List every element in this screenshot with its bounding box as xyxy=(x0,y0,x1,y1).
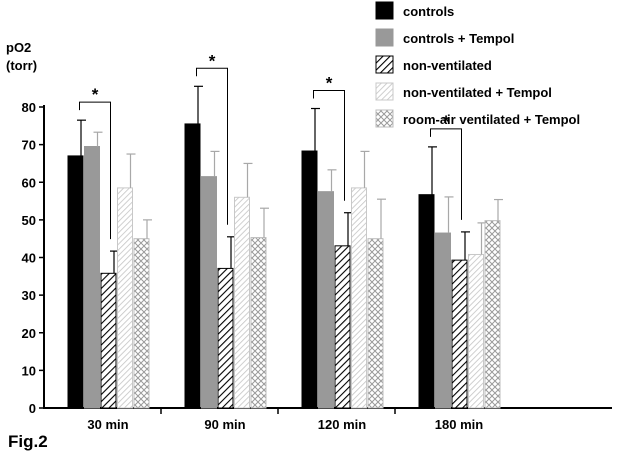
legend-swatch-crosshatch xyxy=(375,109,394,128)
y-tick-label: 50 xyxy=(22,213,36,228)
significance-marker: * xyxy=(443,112,450,131)
significance-bracket xyxy=(313,90,345,201)
bar-crosshatch xyxy=(367,238,384,409)
y-tick-label: 0 xyxy=(29,401,36,416)
bar-crosshatch xyxy=(133,238,150,409)
legend-label: non-ventilated xyxy=(403,58,492,73)
bar-diagonal-light xyxy=(351,187,367,409)
y-tick-label: 40 xyxy=(22,251,36,266)
bar-diagonal-light xyxy=(468,253,484,409)
legend-label: non-ventilated + Tempol xyxy=(403,85,552,100)
bar-crosshatch xyxy=(484,220,501,409)
legend-swatch-diagonal-dark xyxy=(375,55,394,74)
bar-solid-gray xyxy=(435,232,451,409)
bar-solid-gray xyxy=(201,176,217,409)
significance-marker: * xyxy=(326,74,333,93)
y-tick-label: 20 xyxy=(22,326,36,341)
y-tick-label: 70 xyxy=(22,138,36,153)
x-tick-label: 180 min xyxy=(435,417,483,432)
bar-solid-gray xyxy=(84,146,100,409)
legend: controls controls + Tempol non-ventilated n… xyxy=(375,1,580,128)
bar-diagonal-light xyxy=(234,196,250,409)
x-tick-label: 120 min xyxy=(318,417,366,432)
y-tick-label: 60 xyxy=(22,175,36,190)
bar-diagonal-light xyxy=(117,187,133,409)
bar-solid-black xyxy=(301,150,318,409)
significance-bracket xyxy=(79,101,111,240)
significance-bracket xyxy=(430,128,462,220)
plot-area: 0 10 20 30 40 50 60 70 80 30 min 90 min 120 min 180 … xyxy=(22,51,612,432)
y-tick-label: 80 xyxy=(22,100,36,115)
legend-label: room-air ventilated + Tempol xyxy=(403,112,580,127)
y-axis-label-line1: pO2 xyxy=(6,40,31,55)
bar-diagonal-dark xyxy=(451,259,468,409)
bar-solid-black xyxy=(418,194,435,409)
legend-swatch-solid-gray xyxy=(375,28,394,47)
bar-crosshatch xyxy=(250,237,267,409)
y-axis-label-line2: (torr) xyxy=(6,58,37,73)
bar-diagonal-dark xyxy=(334,245,351,409)
x-tick-label: 30 min xyxy=(87,417,128,432)
significance-marker: * xyxy=(209,51,216,70)
legend-label: controls xyxy=(403,4,454,19)
significance-marker: * xyxy=(92,85,99,104)
bar-solid-gray xyxy=(318,191,334,409)
y-tick-label: 10 xyxy=(22,363,36,378)
bar-solid-black xyxy=(67,155,84,409)
y-tick-label: 30 xyxy=(22,288,36,303)
bar-diagonal-dark xyxy=(100,272,117,409)
legend-swatch-solid-black xyxy=(375,1,394,20)
bar-diagonal-dark xyxy=(217,267,234,409)
bar-solid-black xyxy=(184,123,201,409)
figure-label: Fig.2 xyxy=(8,432,48,451)
legend-label: controls + Tempol xyxy=(403,31,514,46)
x-tick-label: 90 min xyxy=(204,417,245,432)
significance-bracket xyxy=(196,67,228,225)
legend-swatch-diagonal-light xyxy=(375,82,394,101)
